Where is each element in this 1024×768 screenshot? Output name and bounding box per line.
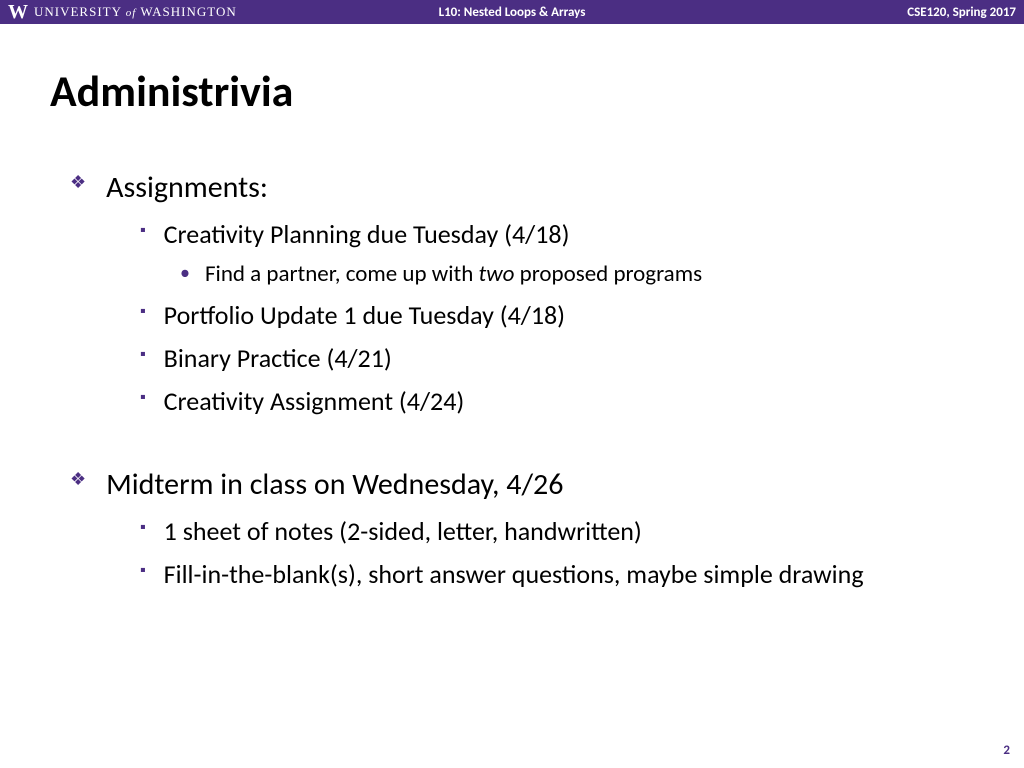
univ-word-2: WASHINGTON (140, 4, 236, 19)
bullet-l1: ❖ Midterm in class on Wednesday, 4/26 (50, 465, 974, 504)
l2-text: 1 sheet of notes (2-sided, letter, handw… (164, 514, 642, 549)
l3-post: proposed programs (514, 260, 702, 288)
spacer (50, 427, 974, 465)
dot-bullet-icon: • (180, 260, 190, 286)
square-bullet-icon: ▪ (140, 217, 146, 244)
page-number: 2 (1003, 743, 1010, 758)
bullet-l2: ▪ 1 sheet of notes (2-sided, letter, han… (50, 514, 974, 549)
l2-text: Portfolio Update 1 due Tuesday (4/18) (164, 298, 565, 333)
slide-header: W UNIVERSITY of WASHINGTON L10: Nested L… (0, 0, 1024, 24)
slide-body: Administrivia ❖ Assignments: ▪ Creativit… (0, 24, 1024, 592)
square-bullet-icon: ▪ (140, 514, 146, 541)
l1-text: Assignments: (106, 168, 268, 207)
slide-title: Administrivia (50, 64, 974, 118)
square-bullet-icon: ▪ (140, 384, 146, 411)
l3-pre: Find a partner, come up with (205, 260, 479, 288)
square-bullet-icon: ▪ (140, 341, 146, 368)
header-left: W UNIVERSITY of WASHINGTON (8, 2, 237, 22)
l1-text: Midterm in class on Wednesday, 4/26 (106, 465, 563, 504)
course-term: CSE120, Spring 2017 (907, 5, 1016, 20)
univ-word-of: of (126, 7, 137, 19)
bullet-l2: ▪ Binary Practice (4/21) (50, 341, 974, 376)
l2-text: Creativity Planning due Tuesday (4/18) (164, 217, 570, 252)
square-bullet-icon: ▪ (140, 557, 146, 584)
bullet-l2: ▪ Portfolio Update 1 due Tuesday (4/18) (50, 298, 974, 333)
bullet-l1: ❖ Assignments: (50, 168, 974, 207)
univ-word-1: UNIVERSITY (34, 4, 122, 19)
lecture-title: L10: Nested Loops & Arrays (439, 5, 586, 20)
bullet-l2: ▪ Creativity Assignment (4/24) (50, 384, 974, 419)
bullet-l3: • Find a partner, come up with two propo… (50, 260, 974, 290)
l3-text: Find a partner, come up with two propose… (205, 260, 702, 290)
diamond-bullet-icon: ❖ (70, 168, 86, 197)
l3-em: two (479, 260, 515, 288)
l2-text: Creativity Assignment (4/24) (164, 384, 465, 419)
l2-text: Fill-in-the-blank(s), short answer quest… (164, 557, 864, 592)
uw-logo: W (8, 2, 28, 22)
bullet-l2: ▪ Creativity Planning due Tuesday (4/18) (50, 217, 974, 252)
bullet-l2: ▪ Fill-in-the-blank(s), short answer que… (50, 557, 974, 592)
square-bullet-icon: ▪ (140, 298, 146, 325)
university-name: UNIVERSITY of WASHINGTON (34, 4, 237, 20)
diamond-bullet-icon: ❖ (70, 465, 86, 494)
l2-text: Binary Practice (4/21) (164, 341, 392, 376)
